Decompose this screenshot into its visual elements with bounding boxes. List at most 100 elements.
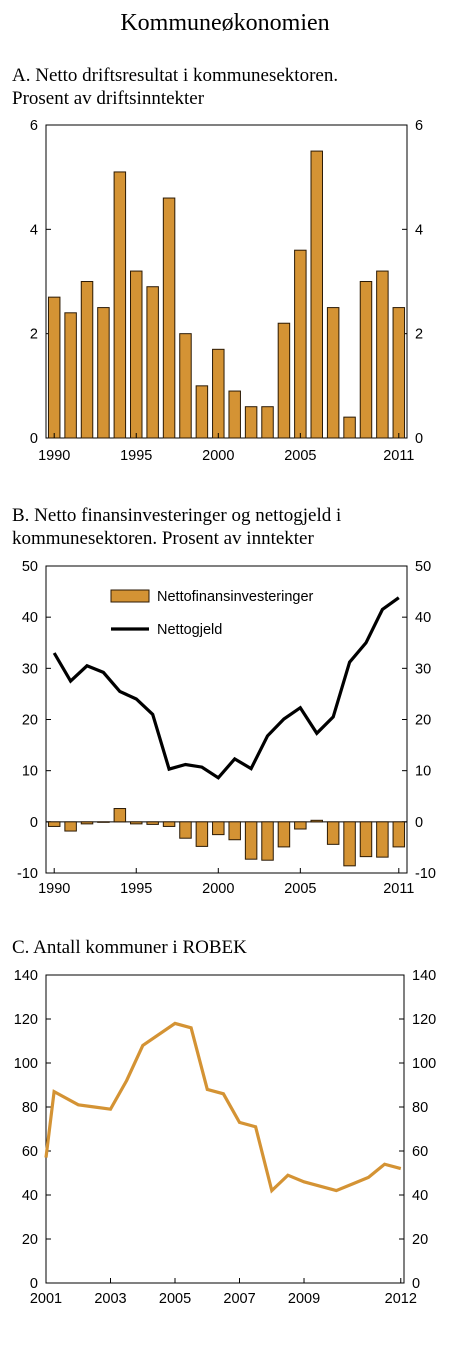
chart-c-ytick-right-label: 20 [412,1232,428,1248]
chart-a-ytick-left-label: 2 [30,327,38,343]
main-title: Kommuneøkonomien [120,10,330,36]
chart-b-ytick-right-label: 50 [415,559,431,575]
chart-c-xtick-label: 2007 [223,1291,255,1307]
chart-a-ytick-right-label: 6 [415,118,423,134]
chart-b-nettogjeld-line [52,596,400,780]
chart-c-xtick-label: 2003 [94,1291,126,1307]
chart-b-bar [162,821,176,827]
chart-b-bar [326,821,340,845]
chart-b-bar [294,821,307,830]
chart-c-ytick-right-label: 100 [412,1056,436,1072]
panel-c-title-line-1: C. Antall kommuner i ROBEK [12,937,247,958]
chart-c-ytick-left-label: 140 [14,968,38,984]
chart-a-bar [359,281,373,439]
chart-b-xtick-label: 2011 [383,881,414,897]
chart-b-ytick-right-label: 20 [415,713,431,729]
chart-b-bar [146,821,159,825]
panel-b-title: B. Netto finansinvesteringer og nettogje… [12,504,442,550]
chart-b-bar [195,821,209,847]
chart-a-bar [146,286,159,439]
chart-a-xtick-label: 2005 [284,448,316,464]
chart-a-bar [195,385,209,439]
chart-a-bar [326,307,340,439]
chart-b-xtick-label: 1990 [38,881,70,897]
chart-a-ytick-left-label: 0 [30,431,38,447]
chart-b-xtick-label: 2005 [284,881,316,897]
chart-b-ytick-left-label: 40 [22,610,38,626]
chart-b-ytick-left-label: -10 [17,866,38,882]
chart-b-bar [179,821,192,839]
chart-b-ytick-left-label: 50 [22,559,38,575]
chart-b-legend-line-label: Nettogjeld [157,622,222,638]
chart-b-legend-bar-swatch [110,589,150,603]
chart-b-bar [310,819,323,823]
chart-c-ytick-left-label: 60 [22,1144,38,1160]
chart-c-xtick-label: 2009 [288,1291,320,1307]
chart-a-ytick-right-label: 4 [415,222,423,238]
chart-b-xtick-label: 1995 [120,881,152,897]
panel-b-title-line-1: B. Netto finansinvesteringer og nettogje… [12,505,342,526]
panel-c-title: C. Antall kommuner i ROBEK [12,936,442,959]
chart-b-bar [376,821,389,858]
chart-a-ytick-left-label: 4 [30,222,38,238]
chart-c-ytick-left-label: 20 [22,1232,38,1248]
chart-c-robek-line [44,1021,402,1194]
chart-c-ytick-right-label: 120 [412,1012,436,1028]
chart-c-xtick-label: 2001 [30,1291,62,1307]
chart-a-bar [310,150,323,439]
chart-a-xtick-label: 2000 [202,448,234,464]
chart-b-ytick-right-label: -10 [415,866,436,882]
chart-b-bar [392,821,406,848]
chart-b-bar [113,808,127,823]
panel-a-title-line-1: A. Netto driftsresultat i kommunesektore… [12,65,339,86]
chart-c-ytick-left-label: 120 [14,1012,38,1028]
chart-a-ytick-right-label: 0 [415,431,423,447]
chart-a-plot-frame [45,124,408,439]
chart-b-bar [277,821,291,848]
chart-b-bar [130,821,143,825]
chart-b-ytick-right-label: 0 [415,815,423,831]
chart-a-xtick-label: 1995 [120,448,152,464]
chart-a-bar [376,270,389,439]
chart-c-ytick-left-label: 100 [14,1056,38,1072]
chart-a-xtick-label: 2011 [383,448,414,464]
chart-b-bar [244,821,258,860]
chart-a-bar [64,312,77,439]
chart-b-ytick-left-label: 0 [30,815,38,831]
chart-c-ytick-right-label: 140 [412,968,436,984]
chart-c-xtick-label: 2012 [385,1291,417,1307]
chart-a-ytick-left-label: 6 [30,118,38,134]
chart-a-bar [113,171,127,439]
chart-c-ytick-right-label: 80 [412,1100,428,1116]
chart-c-ytick-left-label: 80 [22,1100,38,1116]
chart-c-xtick-label: 2005 [159,1291,191,1307]
chart-a-bar [244,406,258,439]
chart-a-bar [80,281,94,439]
chart-b-ytick-left-label: 10 [22,764,38,780]
chart-b-bar [212,821,225,836]
panel-b-title-line-2: kommunesektoren. Prosent av inntekter [12,528,314,549]
chart-a-xtick-label: 1990 [38,448,70,464]
panel-a-title: A. Netto driftsresultat i kommunesektore… [12,64,442,110]
chart-c-ytick-right-label: 60 [412,1144,428,1160]
chart-b-bar [80,821,94,825]
chart-b-xtick-label: 2000 [202,881,234,897]
chart-b-legend-bar-label: Nettofinansinvesteringer [157,589,314,605]
chart-a-bar [97,307,110,439]
chart-c-ytick-left-label: 0 [30,1276,38,1292]
chart-a-bar [228,390,241,439]
chart-a-bar [179,333,192,439]
chart-c-ytick-left-label: 40 [22,1188,38,1204]
chart-c-plot-frame [45,974,405,1284]
chart-b-bar [359,821,373,858]
chart-a-bar [162,197,176,439]
panel-a-title-line-2: Prosent av driftsinntekter [12,88,205,109]
chart-b-bar [343,821,356,867]
chart-b-ytick-left-label: 30 [22,661,38,677]
chart-b-bar [47,821,61,827]
chart-b-bar [64,821,77,832]
